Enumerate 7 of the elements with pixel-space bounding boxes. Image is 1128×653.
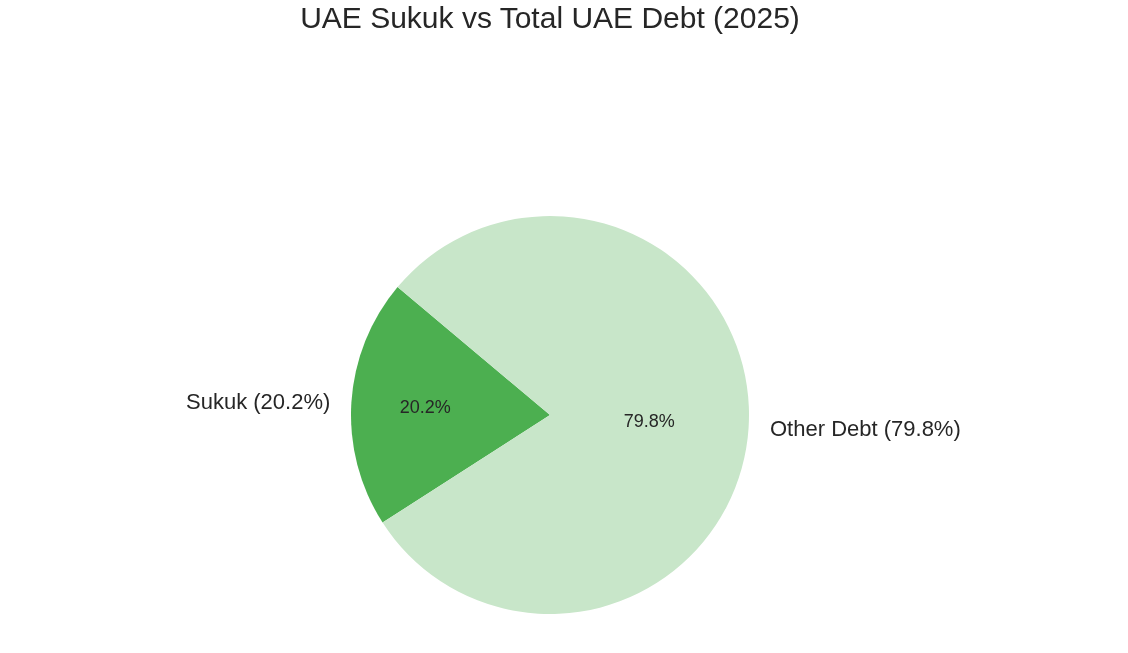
slice-label: Sukuk (20.2%) xyxy=(186,389,331,414)
data-label: 20.2% xyxy=(399,397,451,418)
pie-slice xyxy=(382,216,749,614)
data-label: 79.8% xyxy=(623,411,675,432)
pie-slice xyxy=(351,287,550,523)
chart-title: UAE Sukuk vs Total UAE Debt (2025) xyxy=(300,0,800,34)
slice-label: Other Debt (79.8%) xyxy=(770,416,961,441)
